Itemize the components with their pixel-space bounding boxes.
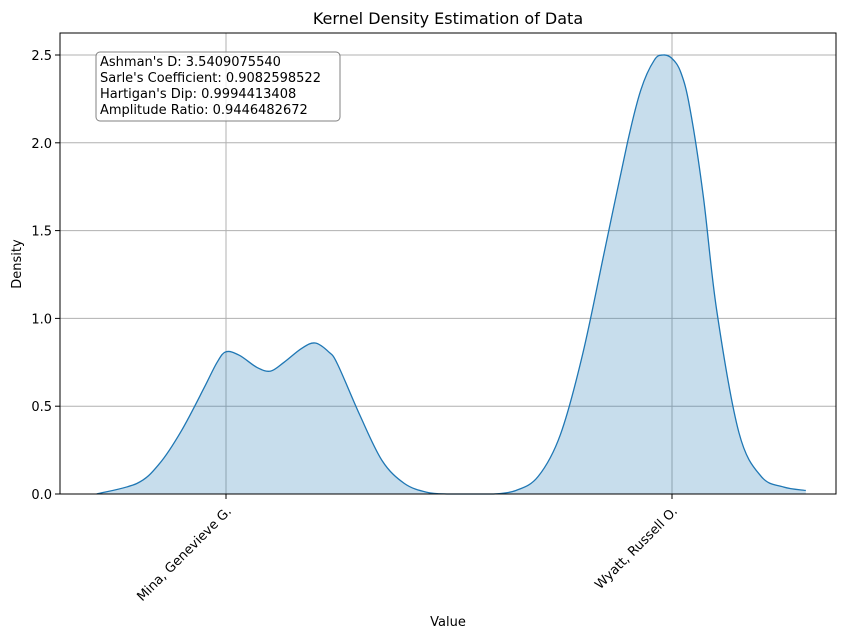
stats-line: Sarle's Coefficient: 0.9082598522 [100, 71, 321, 86]
y-tick-label: 0.5 [31, 400, 52, 415]
y-axis-label: Density [10, 239, 25, 289]
axes-frame [59, 32, 837, 495]
y-tick-label: 2.0 [31, 137, 52, 152]
stats-line: Ashman's D: 3.5409075540 [100, 55, 281, 70]
x-axis-label: Value [430, 615, 466, 630]
stats-line: Amplitude Ratio: 0.9446482672 [100, 103, 308, 118]
x-axis-ticks: Mina, Genevieve G. Wyatt, Russell O. [134, 494, 681, 605]
stats-box-frame [95, 51, 341, 122]
stats-line: Hartigan's Dip: 0.9994413408 [100, 87, 296, 102]
y-axis-ticks: 0.0 0.5 1.0 1.5 2.0 2.5 [31, 49, 60, 503]
x-tick-label: Mina, Genevieve G. [134, 504, 234, 604]
y-tick-label: 2.5 [31, 49, 52, 64]
chart-title: Kernel Density Estimation of Data [313, 9, 583, 28]
x-tick-label: Wyatt, Russell O. [592, 504, 681, 593]
y-tick-label: 0.0 [31, 488, 52, 503]
y-tick-label: 1.0 [31, 312, 52, 327]
density-fill [96, 54, 806, 494]
y-tick-label: 1.5 [31, 225, 52, 240]
